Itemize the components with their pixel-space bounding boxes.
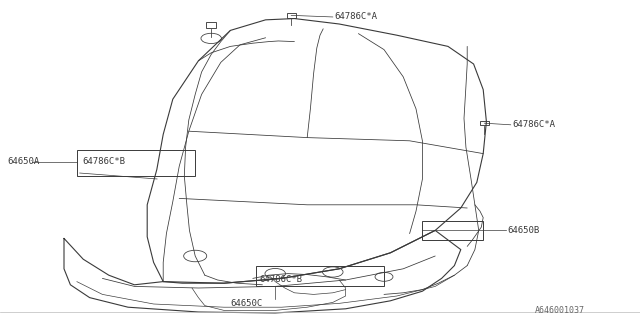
Text: A646001037: A646001037 (534, 306, 584, 315)
Bar (77, 150, 195, 176)
Bar (287, 13, 296, 18)
Text: 64786C*A: 64786C*A (334, 12, 377, 21)
Bar (480, 121, 489, 125)
Bar (256, 266, 384, 286)
Bar (206, 22, 216, 28)
Text: 64650B: 64650B (507, 226, 539, 235)
Text: 64650C: 64650C (230, 300, 262, 308)
Bar (422, 221, 483, 240)
Text: 64786C*B: 64786C*B (259, 275, 302, 284)
Text: 64786C*A: 64786C*A (512, 120, 555, 129)
Text: 64650A: 64650A (8, 157, 40, 166)
Text: 64786C*B: 64786C*B (82, 157, 125, 166)
